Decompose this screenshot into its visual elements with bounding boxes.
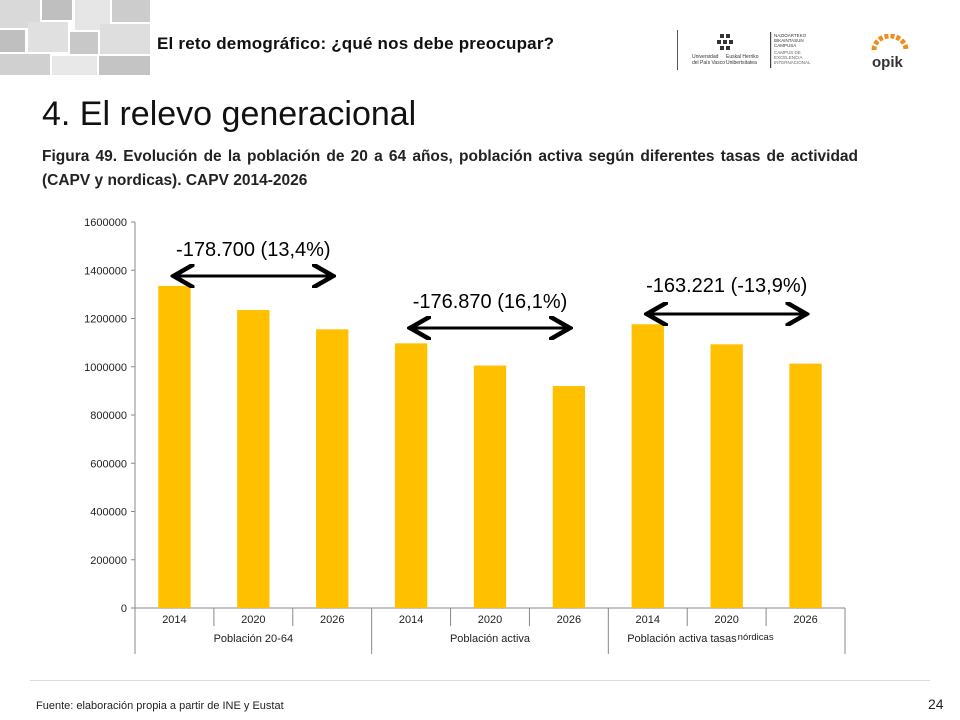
y-tick-label: 600000 <box>90 458 127 470</box>
y-tick-label: 400000 <box>90 507 127 519</box>
campus-line-1: NAZIOARTEKO <box>774 33 807 38</box>
header-title-box <box>150 30 655 70</box>
upv-logo: Universidad del País Vasco Euskal Herrik… <box>692 34 759 66</box>
source-note: Fuente: elaboración propia a partir de I… <box>36 700 284 712</box>
opik-text: opik <box>872 54 903 70</box>
upv-line-3: Euskal Herriko <box>726 54 759 60</box>
x-group-label: Población activa tasas <box>627 633 737 645</box>
bar <box>552 386 586 608</box>
x-tick-label: 2014 <box>162 614 186 626</box>
slide-title: 4. El relevo generacional <box>42 95 417 133</box>
y-tick-label: 0 <box>121 603 127 615</box>
x-tick-label: 2020 <box>241 614 265 626</box>
page-number: 24 <box>928 696 944 712</box>
header-separator <box>677 30 678 70</box>
y-tick-label: 1000000 <box>84 362 127 374</box>
x-tick-label: 2026 <box>793 614 817 626</box>
upv-line-2: del País Vasco <box>692 60 725 66</box>
bar <box>316 329 349 608</box>
bar <box>394 343 428 608</box>
footer-divider <box>30 680 930 681</box>
upv-line-4: Unibertsitatea <box>726 60 757 66</box>
x-tick-label: 2014 <box>636 614 660 626</box>
x-tick-label: 2020 <box>714 614 738 626</box>
upv-emblem-icon <box>717 34 733 50</box>
difference-label: -163.221 (-13,9%) <box>646 275 807 297</box>
campus-line-5: EXCELENCIA <box>774 55 803 60</box>
header-title: El reto demográfico: ¿qué nos debe preoc… <box>157 34 555 53</box>
upv-line-1: Universidad <box>692 54 719 60</box>
campus-line-3: CAMPUSA <box>774 43 796 48</box>
y-tick-label: 1400000 <box>84 265 127 277</box>
header-pattern <box>0 0 150 75</box>
y-tick-label: 200000 <box>90 555 127 567</box>
bar <box>789 363 822 608</box>
y-tick-label: 800000 <box>90 410 127 422</box>
campus-line-2: BIKAINTASUN <box>774 38 804 43</box>
campus-line-6: INTERNACIONAL <box>774 60 811 65</box>
difference-label: -176.870 (16,1%) <box>413 291 568 313</box>
x-tick-label: 2026 <box>320 614 344 626</box>
bar <box>631 324 664 608</box>
x-tick-label: 2020 <box>478 614 502 626</box>
bar <box>158 285 191 608</box>
opik-arc-icon <box>871 34 909 51</box>
x-group-label-suffix: nórdicas <box>738 632 774 643</box>
campus-line-4: CAMPUS DE <box>774 50 801 55</box>
bar <box>237 310 270 608</box>
y-tick-label: 1600000 <box>84 217 127 229</box>
campus-bar-icon <box>770 32 772 68</box>
x-group-label: Población activa <box>450 633 531 645</box>
opik-logo: opik <box>871 34 909 70</box>
campus-logo: NAZIOARTEKO BIKAINTASUN CAMPUSA CAMPUS D… <box>770 32 811 68</box>
x-tick-label: 2014 <box>399 614 423 626</box>
bar <box>710 344 743 608</box>
chart-layer: 0 200000 400000 600000 800000 1000000 1200000 1… <box>84 217 846 654</box>
difference-label: -178.700 (13,4%) <box>176 239 331 261</box>
x-tick-label: 2026 <box>557 614 581 626</box>
header: El reto demográfico: ¿qué nos debe preoc… <box>0 0 960 75</box>
bar-chart: 0 200000 400000 600000 800000 1000000 1200000 1… <box>84 217 846 654</box>
x-group-label: Población 20-64 <box>214 633 294 645</box>
figure-caption: Figura 49. Evolución de la población de … <box>42 148 858 189</box>
bar <box>473 365 507 608</box>
y-tick-label: 1200000 <box>84 314 127 326</box>
